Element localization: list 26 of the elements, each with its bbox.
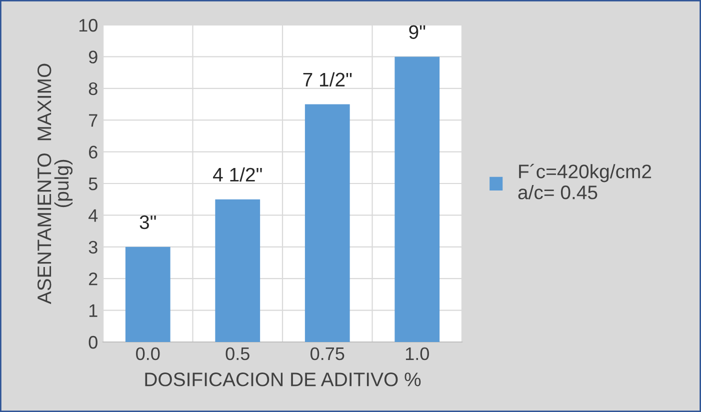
y-tick-label: 9 bbox=[88, 50, 98, 64]
y-tick-label: 7 bbox=[89, 114, 98, 127]
x-tick-label: 0.5 bbox=[226, 347, 250, 360]
x-tick-label: 0.75 bbox=[310, 347, 344, 360]
y-tick-label: 5 bbox=[88, 178, 98, 190]
y-tick-label: 10 bbox=[79, 18, 98, 32]
y-tick-label: 0 bbox=[88, 336, 98, 349]
y-tick-label: 2 bbox=[89, 272, 98, 286]
x-axis-title: DOSIFICACION DE ADITIVO % bbox=[145, 372, 421, 386]
data-label: 3" bbox=[140, 215, 156, 230]
bar bbox=[304, 104, 350, 342]
y-tick-label: 6 bbox=[89, 146, 98, 159]
data-label: 9" bbox=[409, 25, 426, 39]
bar bbox=[125, 246, 170, 342]
bar bbox=[394, 56, 440, 342]
y-axis-title: ASENTAMIENTO MAXIMO (pulg) bbox=[37, 64, 72, 304]
x-tick-label: 0.0 bbox=[136, 347, 160, 360]
y-tick-label: 1 bbox=[89, 304, 98, 317]
legend-label: F´c=420kg/cm2 a/c= 0.45 bbox=[518, 164, 652, 200]
data-label: 4 1/2" bbox=[213, 167, 262, 182]
x-tick-label: 1.0 bbox=[406, 347, 429, 360]
data-label: 7 1/2" bbox=[303, 72, 352, 87]
y-tick-label: 4 bbox=[88, 209, 98, 222]
bar bbox=[215, 199, 260, 342]
y-tick-label: 8 bbox=[88, 82, 98, 96]
y-tick-label: 3 bbox=[88, 240, 98, 254]
